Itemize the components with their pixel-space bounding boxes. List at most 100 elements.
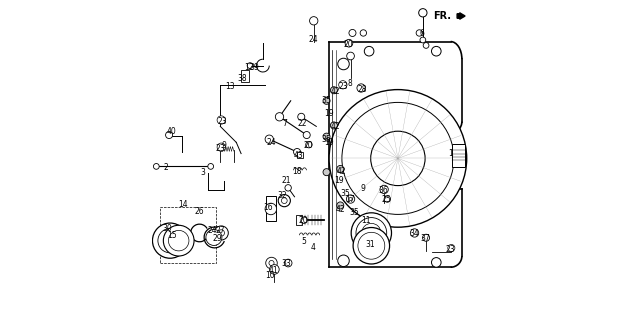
Circle shape [282,198,287,204]
Text: 23: 23 [339,82,348,91]
Text: 9: 9 [221,141,226,150]
Circle shape [265,203,277,215]
Circle shape [166,132,173,139]
Circle shape [270,265,279,274]
Circle shape [349,29,356,36]
Circle shape [275,113,283,121]
Text: 25: 25 [382,196,391,204]
Circle shape [349,197,352,201]
Text: 5: 5 [301,237,306,246]
Text: 35: 35 [321,96,331,105]
Circle shape [351,213,391,253]
Circle shape [362,223,381,243]
Circle shape [153,164,159,169]
Text: 23: 23 [216,144,225,153]
Circle shape [163,225,194,256]
Text: 28: 28 [358,85,368,94]
Text: 42: 42 [336,205,345,214]
Text: 26: 26 [194,207,204,216]
Text: 9: 9 [360,184,365,193]
Bar [297,215,302,225]
Text: 19: 19 [325,138,334,147]
Circle shape [371,131,425,186]
Text: 24: 24 [207,226,217,235]
Text: 33: 33 [281,260,291,268]
Circle shape [337,202,344,209]
Circle shape [284,259,292,267]
Circle shape [345,39,353,47]
Circle shape [323,133,330,140]
Circle shape [339,81,347,89]
Text: 29: 29 [212,234,222,243]
Circle shape [356,218,387,248]
Text: 16: 16 [264,204,273,212]
Text: 39: 39 [249,63,259,72]
Text: 40: 40 [166,127,176,136]
Text: 35: 35 [340,189,350,198]
Circle shape [337,165,344,172]
Text: 42: 42 [331,122,340,131]
Circle shape [247,63,253,68]
Text: 3: 3 [200,168,205,177]
Text: 10: 10 [265,271,275,280]
Text: 37: 37 [421,234,430,243]
Bar [452,144,465,167]
Circle shape [420,37,426,43]
Circle shape [353,228,389,264]
Circle shape [364,46,374,56]
Text: 2: 2 [163,164,168,172]
Circle shape [338,58,350,70]
Circle shape [419,9,427,17]
Circle shape [269,260,274,266]
Circle shape [422,234,430,241]
Circle shape [384,196,391,202]
Circle shape [448,244,455,252]
Bar [241,70,249,82]
Text: 11: 11 [361,216,371,225]
Text: 42: 42 [337,167,347,176]
Circle shape [303,132,310,139]
Text: 22: 22 [297,119,307,128]
Circle shape [214,226,228,240]
Text: 20: 20 [298,216,308,225]
Circle shape [298,113,305,120]
Circle shape [217,116,226,124]
Circle shape [153,223,188,258]
Circle shape [432,258,441,267]
Text: 43: 43 [294,151,303,160]
Circle shape [206,229,222,245]
Circle shape [217,143,226,151]
Circle shape [358,232,385,259]
Circle shape [208,164,214,169]
Circle shape [423,43,429,48]
Circle shape [360,30,366,36]
Text: 24: 24 [308,36,318,44]
Text: 12: 12 [244,63,254,72]
Text: 20: 20 [343,40,353,49]
Text: 31: 31 [366,240,376,249]
Text: 19: 19 [325,109,334,118]
Circle shape [330,87,338,94]
Circle shape [357,84,365,92]
Bar [266,196,276,221]
Circle shape [293,148,301,156]
Circle shape [278,195,290,207]
Polygon shape [457,13,465,19]
Text: 27: 27 [216,226,225,235]
Circle shape [323,97,330,104]
Text: 34: 34 [409,229,419,238]
Circle shape [329,90,467,227]
Circle shape [301,217,307,223]
Text: 21: 21 [281,176,291,185]
Circle shape [338,255,350,267]
Circle shape [323,169,330,176]
Text: 36: 36 [379,186,388,195]
Text: 35: 35 [350,208,359,217]
Circle shape [432,46,441,56]
Circle shape [168,230,189,251]
Text: 32: 32 [278,191,287,200]
Text: 8: 8 [348,79,352,88]
Text: 17: 17 [345,196,354,204]
Circle shape [380,185,388,194]
Circle shape [346,195,354,203]
